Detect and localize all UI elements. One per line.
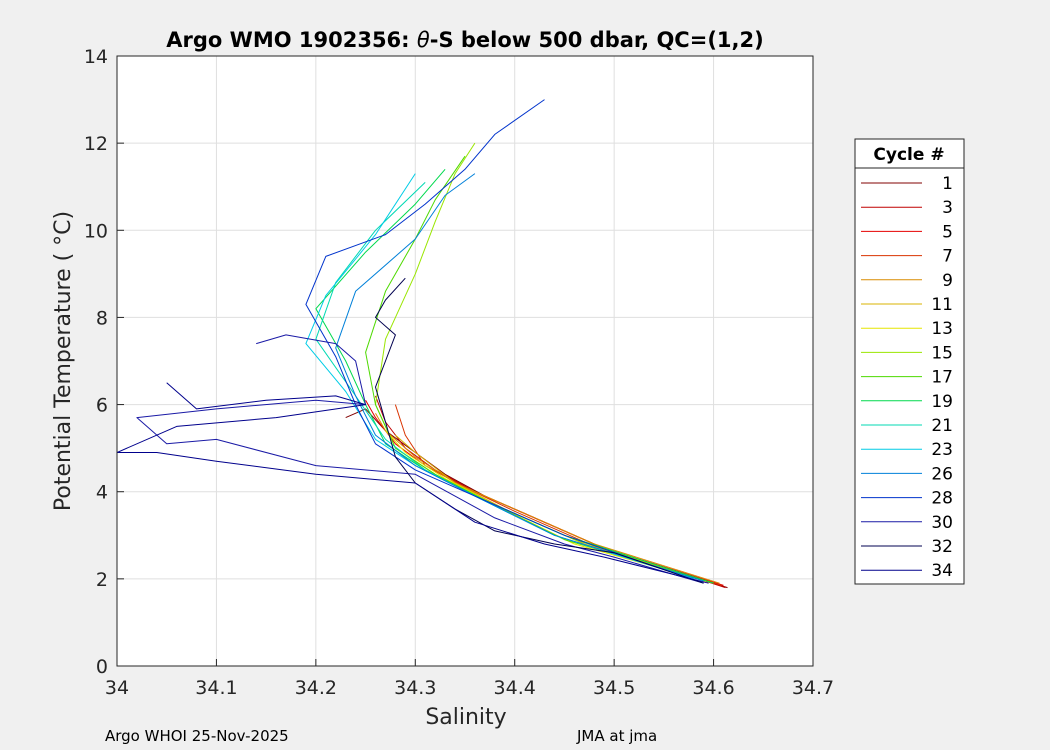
legend-label: 19 xyxy=(931,392,953,412)
y-tick-label: 0 xyxy=(96,656,108,678)
x-tick-label: 34 xyxy=(105,677,129,699)
legend-label: 1 xyxy=(942,174,953,194)
y-tick-label: 6 xyxy=(96,395,108,417)
footer-left: Argo WHOI 25-Nov-2025 xyxy=(105,727,289,745)
series-line-cycle-26 xyxy=(335,173,704,582)
series-line-cycle-32 xyxy=(375,277,704,584)
legend-label: 17 xyxy=(931,368,953,388)
legend-label: 34 xyxy=(931,561,953,581)
y-tick-label: 2 xyxy=(96,569,108,591)
x-tick-label: 34.6 xyxy=(692,677,734,699)
legend-label: 7 xyxy=(942,247,953,267)
y-axis-ticks: 0 2 4 6 8 10 12 14 xyxy=(84,46,124,678)
legend-label: 28 xyxy=(931,489,953,509)
footer-right: JMA at jma xyxy=(576,727,657,745)
y-tick-label: 12 xyxy=(84,133,108,155)
axes-box xyxy=(116,55,814,667)
legend-label: 30 xyxy=(931,513,953,533)
plot-area xyxy=(117,56,813,666)
series-line-cycle-28 xyxy=(305,99,704,584)
x-tick-label: 34.7 xyxy=(792,677,834,699)
chart-title: Argo WMO 1902356: θ-S below 500 dbar, QC… xyxy=(166,28,763,52)
legend-box xyxy=(854,138,965,585)
legend-label: 9 xyxy=(942,271,953,291)
x-axis-label: Salinity xyxy=(425,705,506,730)
legend-label: 15 xyxy=(931,343,953,363)
legend-label: 32 xyxy=(931,537,953,557)
x-tick-label: 34.2 xyxy=(295,677,337,699)
x-axis-ticks: 34 34.1 34.2 34.3 34.4 34.5 34.6 34.7 xyxy=(105,659,834,699)
series-layer xyxy=(117,99,728,589)
y-axis-label: Potential Temperature ( °C) xyxy=(51,211,76,511)
legend-label: 23 xyxy=(931,440,953,460)
x-tick-label: 34.5 xyxy=(593,677,635,699)
legend-label: 11 xyxy=(931,295,953,315)
y-tick-label: 4 xyxy=(96,482,108,504)
legend-label: 5 xyxy=(942,222,953,242)
y-tick-label: 8 xyxy=(96,307,108,329)
x-tick-label: 34.3 xyxy=(394,677,436,699)
series-line-cycle-17 xyxy=(365,155,714,584)
legend-label: 21 xyxy=(931,416,953,436)
y-tick-label: 14 xyxy=(84,46,108,68)
legend-title: Cycle # xyxy=(873,145,944,165)
x-tick-label: 34.4 xyxy=(494,677,536,699)
series-line-cycle-30 xyxy=(136,334,704,584)
legend-label: 3 xyxy=(942,198,953,218)
y-tick-label: 10 xyxy=(84,220,108,242)
x-tick-label: 34.1 xyxy=(195,677,237,699)
legend-label: 26 xyxy=(931,464,953,484)
series-line-cycle-34 xyxy=(117,382,709,584)
legend-label: 13 xyxy=(931,319,953,339)
